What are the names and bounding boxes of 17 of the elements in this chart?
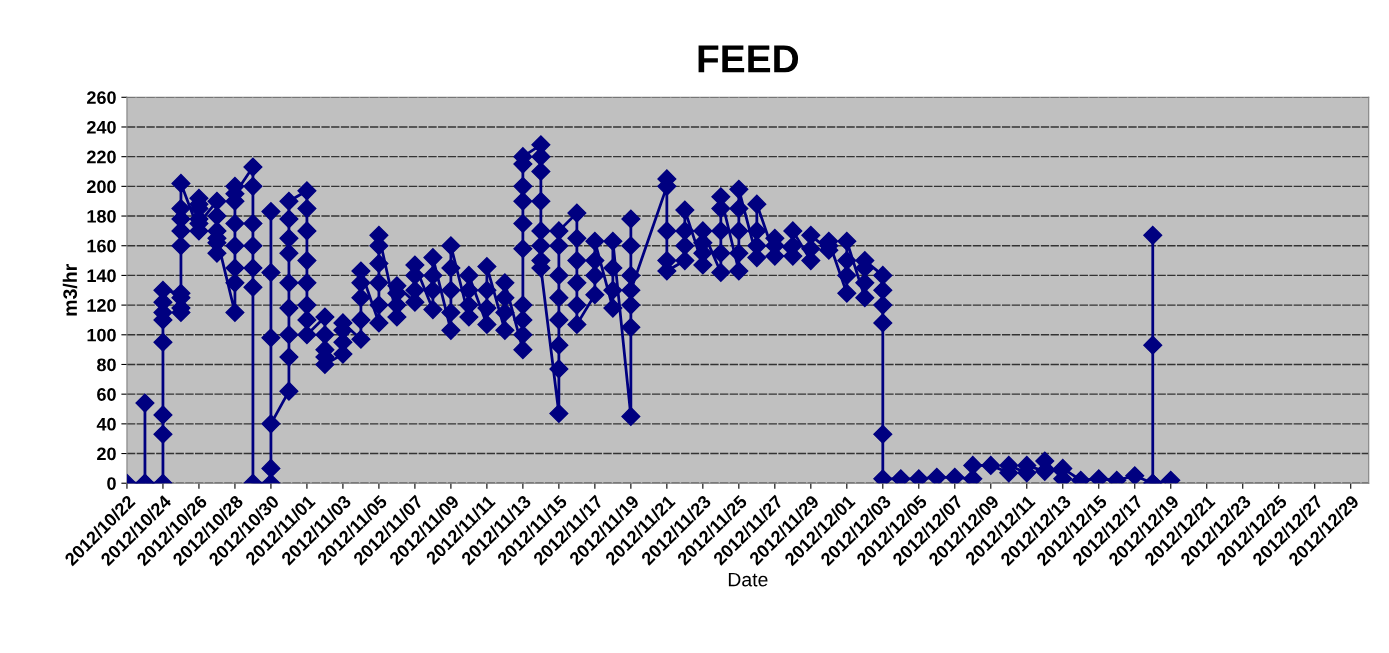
y-tick-label: 60 bbox=[97, 388, 116, 401]
y-tick-label: 80 bbox=[97, 358, 116, 372]
y-tick-label: 220 bbox=[87, 150, 116, 164]
x-axis-title: Date bbox=[728, 572, 768, 587]
y-tick-label: 40 bbox=[96, 417, 116, 431]
y-tick-label: 120 bbox=[87, 299, 116, 312]
y-tick-label: 180 bbox=[87, 209, 116, 223]
y-tick-label: 240 bbox=[87, 120, 116, 134]
y-tick-label: 260 bbox=[87, 91, 116, 105]
y-tick-label: 20 bbox=[97, 447, 116, 461]
y-tick-label: 100 bbox=[87, 328, 116, 342]
y-tick-label: 140 bbox=[87, 269, 116, 283]
y-tick-label: 0 bbox=[107, 477, 116, 490]
y-tick-label: 160 bbox=[87, 239, 116, 253]
y-axis-title: m3/hr bbox=[62, 264, 78, 316]
chart-title: FEED bbox=[698, 45, 799, 73]
y-tick-label: 200 bbox=[87, 180, 116, 194]
